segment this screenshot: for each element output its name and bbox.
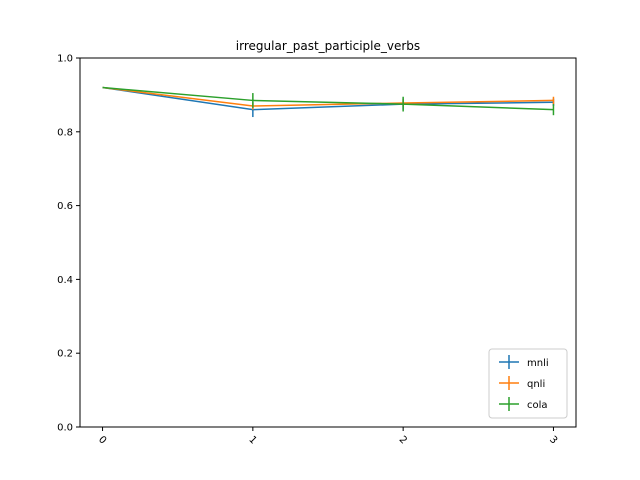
series-line-cola [102, 86, 554, 111]
series-line-qnli [102, 86, 554, 107]
chart-title: irregular_past_participle_verbs [236, 39, 420, 53]
legend: mnli qnli cola [488, 348, 568, 419]
legend-label-cola: cola [527, 400, 548, 411]
y-tick-label: 0.8 [57, 127, 73, 138]
y-tick-label: 1.0 [57, 54, 73, 65]
axes-frame [79, 57, 577, 428]
y-tick-label: 0.2 [57, 349, 73, 360]
y-tick-label: 0.6 [57, 201, 73, 212]
legend-label-mnli: mnli [527, 358, 549, 369]
y-tick-label: 0.0 [57, 423, 73, 434]
legend-label-qnli: qnli [527, 379, 545, 390]
y-tick-label: 0.4 [57, 275, 73, 286]
series-line-mnli [102, 86, 554, 111]
